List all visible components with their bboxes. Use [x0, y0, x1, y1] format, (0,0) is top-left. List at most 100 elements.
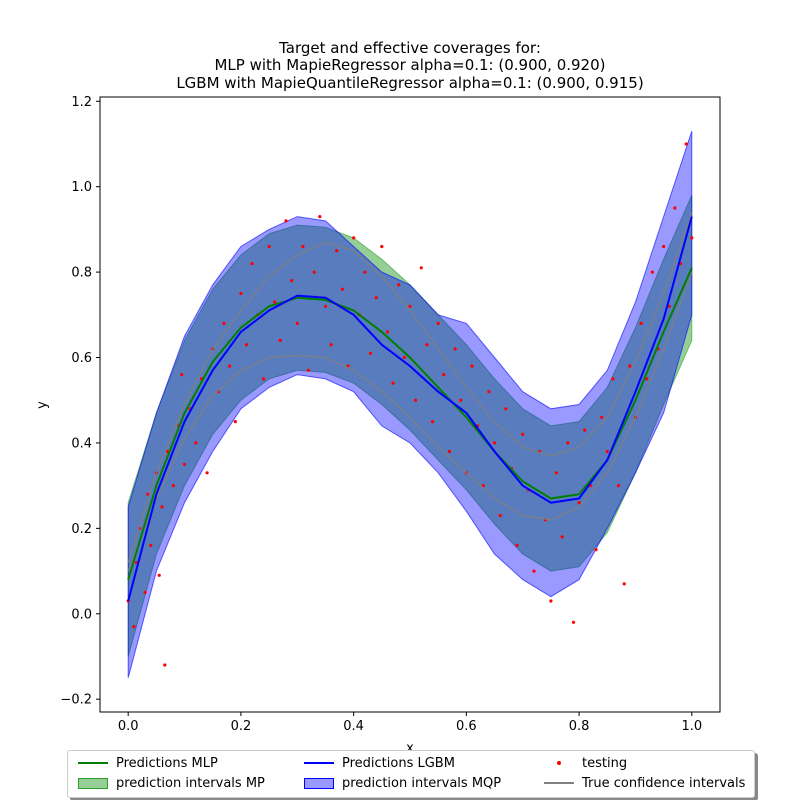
x-axis-ticks: 0.0 0.2 0.4 0.6 0.8 1.0 [118, 712, 702, 734]
chart-title-line-3: LGBM with MapieQuantileRegressor alpha=0… [176, 74, 643, 92]
y-tick-label: 0.6 [71, 351, 92, 366]
testing-point [532, 569, 536, 573]
legend-item-true-confidence-intervals: True confidence intervals [544, 773, 745, 793]
testing-point [194, 441, 198, 445]
legend-item-prediction-intervals-mp: prediction intervals MP [78, 773, 265, 793]
chart-legend: Predictions MLP prediction intervals MP … [67, 750, 755, 798]
testing-point [233, 420, 237, 424]
x-tick-label: 0.4 [343, 719, 364, 734]
testing-point [323, 304, 328, 308]
testing-point [397, 283, 401, 287]
testing-point [600, 415, 604, 419]
testing-point [498, 513, 502, 518]
y-tick-label: 1.0 [71, 180, 92, 195]
testing-point [667, 304, 671, 308]
true-ci-layer [127, 212, 693, 572]
legend-swatch-line [304, 762, 334, 764]
testing-point [244, 343, 249, 347]
testing-point [261, 377, 266, 381]
testing-point [628, 364, 632, 368]
testing-point [267, 244, 271, 249]
testing-point [673, 206, 677, 210]
testing-point [549, 599, 553, 603]
testing-point [453, 347, 457, 351]
mqp-interval-band [127, 131, 693, 678]
testing-point [645, 377, 649, 381]
plot-area [126, 131, 694, 678]
testing-point [504, 407, 508, 411]
testing-point [182, 462, 187, 466]
x-tick-label: 0.8 [569, 719, 590, 734]
testing-point [481, 484, 485, 488]
testing-point [594, 548, 598, 552]
testing-point [419, 266, 423, 270]
testing-point [430, 420, 435, 424]
testing-point [566, 441, 570, 445]
testing-point [487, 390, 491, 394]
testing-point [290, 279, 294, 283]
testing-point [340, 287, 344, 291]
testing-point [414, 398, 418, 402]
testing-point [650, 270, 655, 274]
testing-point [318, 215, 322, 219]
testing-point [363, 270, 367, 274]
x-tick-label: 1.0 [681, 719, 702, 734]
y-axis-label: y [35, 401, 50, 409]
testing-point [352, 236, 356, 240]
chart-title-line-2: MLP with MapieRegressor alpha=0.1: (0.90… [214, 56, 605, 74]
testing-point [222, 321, 226, 325]
legend-label: Predictions LGBM [342, 755, 455, 771]
legend-label: prediction intervals MP [116, 775, 265, 791]
testing-point [160, 505, 164, 509]
testing-point [180, 373, 184, 377]
x-tick-label: 0.0 [118, 719, 139, 734]
testing-point [662, 244, 666, 249]
legend-label: True confidence intervals [582, 775, 746, 791]
testing-point [335, 249, 339, 253]
chart-title-line-1: Target and effective coverages for: [278, 39, 541, 57]
testing-point [554, 471, 559, 475]
testing-point [639, 321, 643, 325]
testing-point [284, 219, 288, 223]
testing-point [436, 321, 440, 325]
lgbm-prediction-line [127, 216, 693, 602]
testing-point [442, 373, 446, 377]
testing-point [459, 398, 463, 402]
testing-point [273, 300, 277, 304]
testing-point [250, 262, 254, 266]
mqp-band-layer [127, 131, 693, 678]
testing-point [611, 377, 615, 381]
testing-point [385, 330, 390, 334]
x-tick-label: 0.2 [231, 719, 252, 734]
testing-point [157, 573, 161, 577]
testing-point [492, 441, 497, 445]
legend-item-predictions-mlp: Predictions MLP [78, 753, 218, 773]
y-axis-ticks: −0.2 0.0 0.2 0.4 0.6 0.8 1.0 1.2 [60, 95, 100, 708]
testing-point [583, 428, 587, 432]
testing-point [622, 582, 626, 586]
testing-point [143, 590, 147, 595]
testing-point [301, 244, 305, 249]
testing-point [312, 270, 316, 274]
testing-point [402, 355, 406, 360]
testing-point [571, 620, 576, 624]
testing-point [132, 625, 136, 629]
testing-scatter-layer [126, 142, 694, 667]
legend-swatch-dot [544, 758, 574, 768]
testing-point [163, 663, 167, 667]
legend-label: Predictions MLP [116, 755, 218, 771]
testing-point [521, 432, 525, 436]
legend-label: testing [582, 755, 628, 771]
testing-point [515, 543, 519, 548]
legend-item-predictions-lgbm: Predictions LGBM [304, 753, 455, 773]
testing-point [171, 484, 175, 488]
true-ci-upper-line [127, 212, 693, 563]
legend-item-testing: testing [544, 753, 627, 773]
testing-point [368, 351, 373, 355]
testing-point [380, 244, 384, 249]
testing-point [239, 291, 243, 296]
testing-point [425, 343, 429, 347]
testing-point [447, 449, 452, 454]
testing-point [149, 543, 153, 548]
